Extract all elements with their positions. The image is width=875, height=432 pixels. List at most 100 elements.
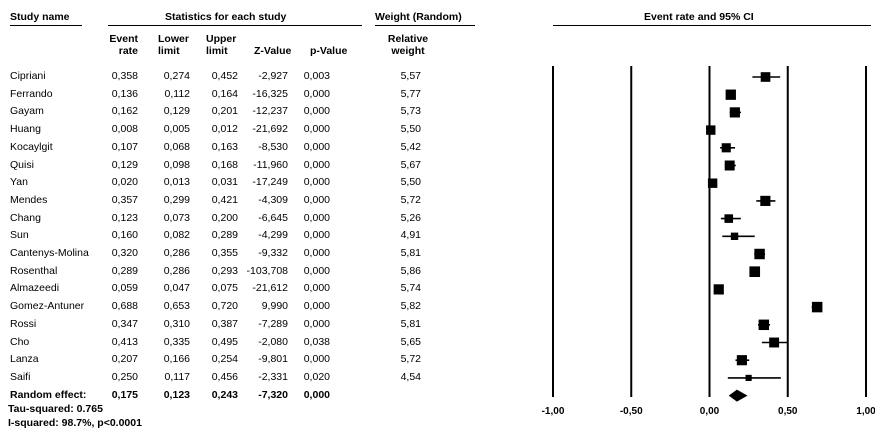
plot-title: Event rate and 95% CI [644, 11, 754, 23]
p-value-cell: 0,000 [303, 229, 330, 242]
upper-limit-cell: 0,243 [211, 388, 238, 401]
event-rate-header: Event rate [108, 33, 138, 57]
z-value-header: Z-Value [254, 45, 292, 57]
upper-limit-cell: 0,012 [211, 123, 238, 136]
study-name-cell: Lanza [10, 353, 39, 366]
point-marker [724, 214, 734, 223]
p-value-cell: 0,000 [303, 123, 330, 136]
point-marker [758, 319, 770, 331]
p-value-cell: 0,000 [303, 105, 330, 118]
upper-limit-header: Upper limit [206, 33, 236, 57]
relative-weight-cell: 5,57 [400, 70, 421, 82]
z-value-cell: -9,332 [258, 247, 288, 259]
upper-limit-header-line1: Upper [206, 33, 237, 45]
study-name-cell: Ferrando [10, 87, 53, 100]
event-rate-cell: 0,289 [111, 264, 138, 277]
event-rate-cell: 0,123 [111, 211, 138, 224]
relative-weight-cell: 5,81 [400, 317, 421, 330]
p-value-cell: 0,000 [303, 282, 330, 295]
relative-weight-cell: 5,26 [400, 211, 421, 224]
z-value-cell: -11,960 [253, 158, 288, 171]
point-marker [760, 72, 771, 82]
upper-limit-cell: 0,293 [211, 264, 238, 277]
upper-limit-cell: 0,164 [211, 87, 238, 100]
point-marker [754, 248, 765, 260]
lower-limit-cell: 0,098 [163, 158, 190, 171]
z-value-cell: -21,612 [252, 282, 288, 295]
p-value-cell: 0,000 [303, 388, 330, 401]
lower-limit-cell: 0,299 [163, 193, 190, 206]
p-value-cell: 0,000 [303, 300, 330, 313]
relative-weight-header: Relative weight [380, 33, 436, 57]
upper-limit-cell: 0,495 [211, 335, 238, 348]
relative-weight-cell: 5,50 [400, 176, 421, 189]
upper-limit-cell: 0,254 [211, 353, 238, 366]
event-rate-cell: 0,162 [111, 105, 138, 118]
point-marker [724, 160, 735, 171]
relative-weight-header-line2: weight [391, 45, 425, 57]
p-value-cell: 0,038 [303, 335, 330, 348]
event-rate-cell: 0,358 [111, 70, 138, 82]
z-value-cell: -4,299 [258, 229, 288, 242]
z-value-cell: -4,309 [258, 193, 288, 206]
z-value-cell: -21,692 [252, 123, 288, 136]
point-marker [706, 125, 716, 135]
z-value-cell: -7,320 [258, 388, 288, 401]
relative-weight-cell: 5,50 [400, 123, 421, 136]
z-value-cell: -12,237 [252, 105, 288, 118]
lower-limit-cell: 0,335 [163, 335, 190, 348]
event-rate-cell: 0,320 [111, 247, 138, 259]
statistics-header: Statistics for each study [165, 11, 287, 23]
z-value-cell: 9,990 [261, 300, 288, 313]
z-value-cell: -103,708 [246, 264, 288, 277]
relative-weight-cell: 5,73 [400, 105, 421, 118]
relative-weight-cell: 4,54 [400, 370, 421, 383]
x-tick-label: 0,50 [778, 406, 798, 417]
study-name-cell: Saifi [10, 370, 31, 383]
lower-limit-cell: 0,123 [163, 388, 190, 401]
plot-title-underline [553, 25, 871, 26]
relative-weight-cell: 5,65 [400, 335, 421, 348]
x-tick-label: 1,00 [856, 406, 875, 417]
relative-weight-cell: 5,77 [400, 87, 421, 100]
p-value-cell: 0,000 [303, 247, 330, 259]
upper-limit-cell: 0,031 [211, 176, 238, 189]
upper-limit-cell: 0,075 [211, 282, 238, 295]
z-value-cell: -8,530 [258, 140, 288, 153]
lower-limit-cell: 0,166 [163, 353, 190, 366]
relative-weight-cell: 5,42 [400, 140, 421, 153]
x-tick-label: -0,50 [620, 406, 643, 417]
summary-diamond [728, 389, 748, 402]
event-rate-cell: 0,129 [111, 158, 138, 171]
z-value-cell: -9,801 [258, 353, 288, 366]
point-marker [713, 284, 724, 295]
p-value-cell: 0,000 [303, 317, 330, 330]
lower-limit-cell: 0,013 [163, 176, 190, 189]
event-rate-cell: 0,160 [111, 229, 138, 242]
lower-limit-cell: 0,047 [163, 282, 190, 295]
upper-limit-cell: 0,289 [211, 229, 238, 242]
event-rate-cell: 0,175 [111, 388, 138, 401]
study-name-cell: Kocaylgit [10, 140, 53, 153]
event-rate-cell: 0,020 [111, 176, 138, 189]
weight-underline [375, 25, 475, 26]
relative-weight-cell: 5,86 [400, 264, 421, 277]
i-squared-note: I-squared: 98.7%, p<0.0001 [8, 417, 142, 429]
relative-weight-cell: 5,67 [400, 158, 421, 171]
study-name-cell: Cho [10, 335, 30, 348]
event-rate-cell: 0,008 [111, 123, 138, 136]
upper-limit-cell: 0,456 [211, 370, 238, 383]
relative-weight-header-line1: Relative [387, 33, 429, 45]
study-name-cell: Almazeedi [10, 282, 60, 295]
upper-limit-cell: 0,355 [211, 247, 238, 259]
study-name-cell: Gomez-Antuner [10, 300, 85, 313]
study-name-cell: Cantenys-Molina [10, 247, 89, 259]
upper-limit-header-line2: limit [206, 45, 228, 57]
lower-limit-cell: 0,274 [163, 70, 190, 82]
event-rate-cell: 0,413 [111, 335, 138, 348]
event-rate-header-line1: Event [109, 33, 138, 45]
lower-limit-cell: 0,073 [163, 211, 190, 224]
event-rate-cell: 0,688 [111, 300, 138, 313]
lower-limit-cell: 0,005 [163, 123, 190, 136]
point-marker [760, 195, 771, 206]
